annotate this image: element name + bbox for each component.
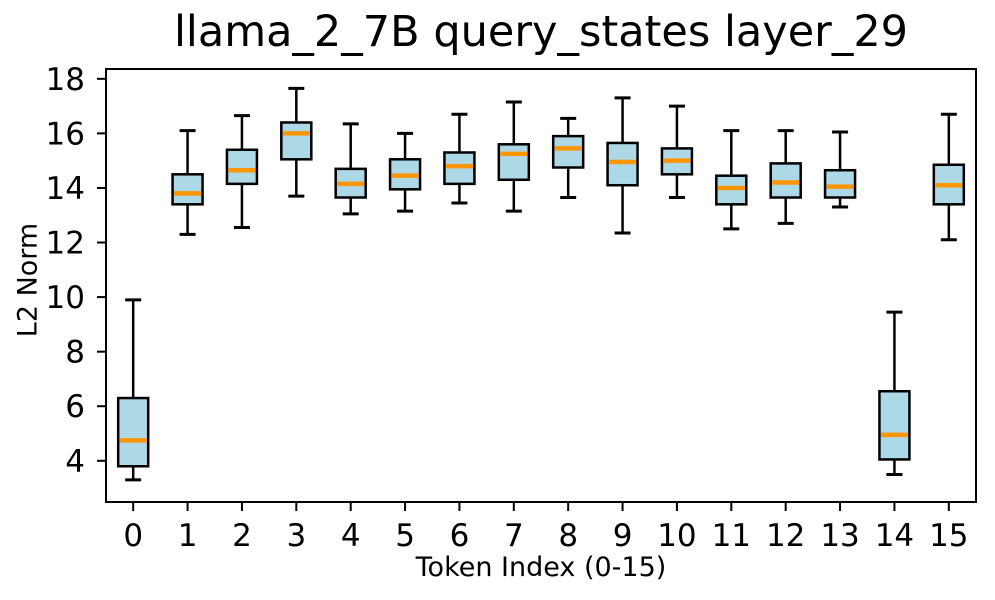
box-token-7 bbox=[497, 143, 531, 182]
x-tick-label: 10 bbox=[657, 518, 696, 554]
box-token-8 bbox=[551, 134, 585, 169]
x-tick-label: 6 bbox=[450, 518, 470, 554]
x-tick-label: 14 bbox=[875, 518, 914, 554]
x-tick-label: 9 bbox=[613, 518, 633, 554]
x-tick-label: 8 bbox=[558, 518, 578, 554]
box-token-2 bbox=[225, 148, 259, 186]
y-tick-label: 8 bbox=[65, 335, 85, 371]
x-tick-label: 5 bbox=[395, 518, 415, 554]
x-tick-label: 0 bbox=[123, 518, 143, 554]
x-tick-label: 7 bbox=[504, 518, 524, 554]
chart-title: llama_2_7B query_states layer_29 bbox=[173, 7, 909, 57]
x-tick-label: 13 bbox=[820, 518, 859, 554]
y-tick-label: 12 bbox=[46, 226, 85, 262]
x-tick-label: 15 bbox=[929, 518, 968, 554]
y-tick-label: 10 bbox=[46, 280, 85, 316]
x-axis-label: Token Index (0-15) bbox=[415, 552, 667, 583]
x-tick-label: 2 bbox=[232, 518, 252, 554]
x-tick-label: 3 bbox=[286, 518, 306, 554]
y-tick-label: 16 bbox=[46, 116, 85, 152]
y-axis-label: L2 Norm bbox=[12, 222, 44, 338]
y-tick-label: 14 bbox=[46, 171, 85, 207]
x-tick-label: 1 bbox=[178, 518, 198, 554]
y-tick-label: 6 bbox=[65, 389, 85, 425]
x-tick-label: 4 bbox=[341, 518, 361, 554]
box-token-13 bbox=[823, 168, 857, 199]
x-tick-label: 12 bbox=[766, 518, 805, 554]
box-token-1 bbox=[171, 173, 204, 206]
box-token-14 bbox=[878, 389, 911, 461]
x-tick-label: 11 bbox=[712, 518, 751, 554]
y-tick-label: 18 bbox=[46, 62, 85, 98]
box-token-0 bbox=[116, 396, 150, 468]
plot-frame bbox=[105, 68, 977, 503]
y-tick-label: 4 bbox=[65, 444, 85, 480]
box-token-3 bbox=[280, 121, 313, 161]
